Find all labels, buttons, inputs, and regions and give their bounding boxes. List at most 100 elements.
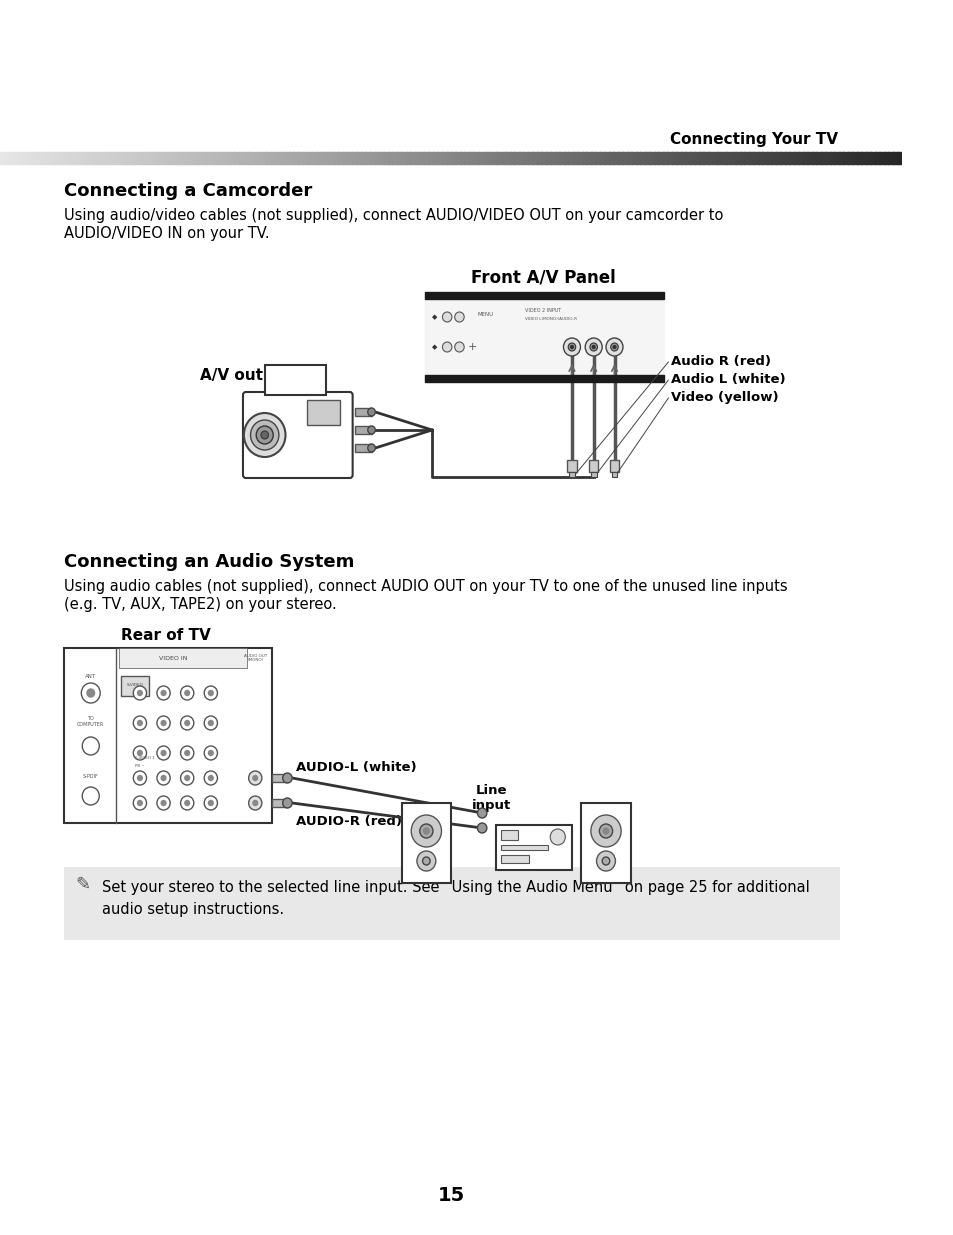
Bar	[514, 152, 519, 164]
Bar	[289, 152, 294, 164]
Bar	[595, 152, 600, 164]
Circle shape	[133, 746, 147, 760]
Bar	[500, 845, 548, 850]
Bar	[68, 152, 73, 164]
Circle shape	[204, 746, 217, 760]
Text: A/V output: A/V output	[199, 368, 292, 383]
Bar	[626, 152, 632, 164]
Circle shape	[209, 720, 213, 725]
Circle shape	[592, 346, 595, 348]
Text: Audio R (red): Audio R (red)	[671, 356, 770, 368]
Circle shape	[161, 776, 166, 781]
Bar	[172, 152, 176, 164]
Bar	[545, 152, 551, 164]
Bar	[491, 152, 497, 164]
Circle shape	[137, 800, 142, 805]
Bar	[86, 152, 91, 164]
Circle shape	[185, 776, 190, 781]
Bar	[135, 152, 141, 164]
Bar	[720, 152, 726, 164]
Bar	[609, 459, 618, 472]
Bar	[861, 152, 866, 164]
Bar	[811, 152, 817, 164]
Bar	[419, 152, 424, 164]
Bar	[433, 152, 438, 164]
Text: Audio L (white): Audio L (white)	[671, 373, 785, 387]
Bar	[730, 152, 735, 164]
Bar	[112, 152, 118, 164]
Text: ◆: ◆	[432, 345, 437, 350]
Bar	[842, 152, 848, 164]
Text: AUDIO OUT
(MONO): AUDIO OUT (MONO)	[243, 653, 267, 662]
Circle shape	[137, 776, 142, 781]
Bar	[425, 299, 663, 375]
Circle shape	[367, 408, 375, 416]
Circle shape	[419, 824, 433, 839]
Bar	[248, 152, 253, 164]
Bar	[121, 676, 150, 697]
Bar	[175, 152, 181, 164]
Circle shape	[584, 338, 601, 356]
Circle shape	[367, 426, 375, 433]
Bar	[611, 472, 617, 477]
Bar	[527, 152, 533, 164]
Circle shape	[133, 797, 147, 810]
Bar	[847, 152, 852, 164]
Bar	[739, 152, 744, 164]
Bar	[315, 152, 321, 164]
Bar	[851, 152, 857, 164]
Circle shape	[87, 689, 94, 697]
Bar	[838, 152, 843, 164]
Bar	[320, 152, 325, 164]
Bar	[72, 152, 77, 164]
Circle shape	[476, 823, 486, 832]
Circle shape	[185, 800, 190, 805]
Bar	[482, 152, 488, 164]
Circle shape	[180, 716, 193, 730]
Circle shape	[605, 338, 622, 356]
Circle shape	[423, 827, 429, 834]
Text: Using audio/video cables (not supplied), connect AUDIO/VIDEO OUT on your camcord: Using audio/video cables (not supplied),…	[64, 207, 723, 224]
Bar	[31, 152, 37, 164]
Bar	[608, 152, 614, 164]
Bar	[441, 152, 447, 164]
Bar	[122, 152, 127, 164]
Bar	[401, 152, 406, 164]
Bar	[352, 152, 356, 164]
Bar	[446, 152, 452, 164]
Text: Rear of TV: Rear of TV	[120, 629, 210, 643]
Circle shape	[209, 751, 213, 756]
Circle shape	[133, 685, 147, 700]
Circle shape	[253, 776, 257, 781]
Bar	[780, 152, 784, 164]
Circle shape	[570, 346, 573, 348]
Bar	[64, 648, 272, 823]
Circle shape	[261, 431, 268, 438]
Bar	[284, 152, 290, 164]
Circle shape	[613, 346, 616, 348]
Bar	[0, 152, 6, 164]
Text: Using audio cables (not supplied), connect AUDIO OUT on your TV to one of the un: Using audio cables (not supplied), conne…	[64, 579, 787, 594]
Text: VIDEO IN: VIDEO IN	[158, 656, 187, 661]
Circle shape	[157, 771, 170, 785]
Bar	[590, 152, 596, 164]
Circle shape	[282, 773, 292, 783]
Text: VIDEO L(MONO)/AUDIO-R: VIDEO L(MONO)/AUDIO-R	[524, 317, 576, 321]
Bar	[496, 825, 572, 869]
Circle shape	[596, 851, 615, 871]
Circle shape	[161, 751, 166, 756]
Circle shape	[137, 751, 142, 756]
Circle shape	[550, 829, 565, 845]
Bar	[405, 152, 411, 164]
Bar	[775, 152, 781, 164]
Bar	[865, 152, 870, 164]
Bar	[225, 152, 231, 164]
Bar	[415, 152, 420, 164]
Bar	[94, 152, 100, 164]
Text: Front A/V Panel: Front A/V Panel	[471, 268, 616, 287]
Bar	[64, 867, 839, 940]
Bar	[684, 152, 690, 164]
Text: PB ~: PB ~	[135, 764, 145, 768]
Bar	[743, 152, 749, 164]
Bar	[185, 152, 191, 164]
